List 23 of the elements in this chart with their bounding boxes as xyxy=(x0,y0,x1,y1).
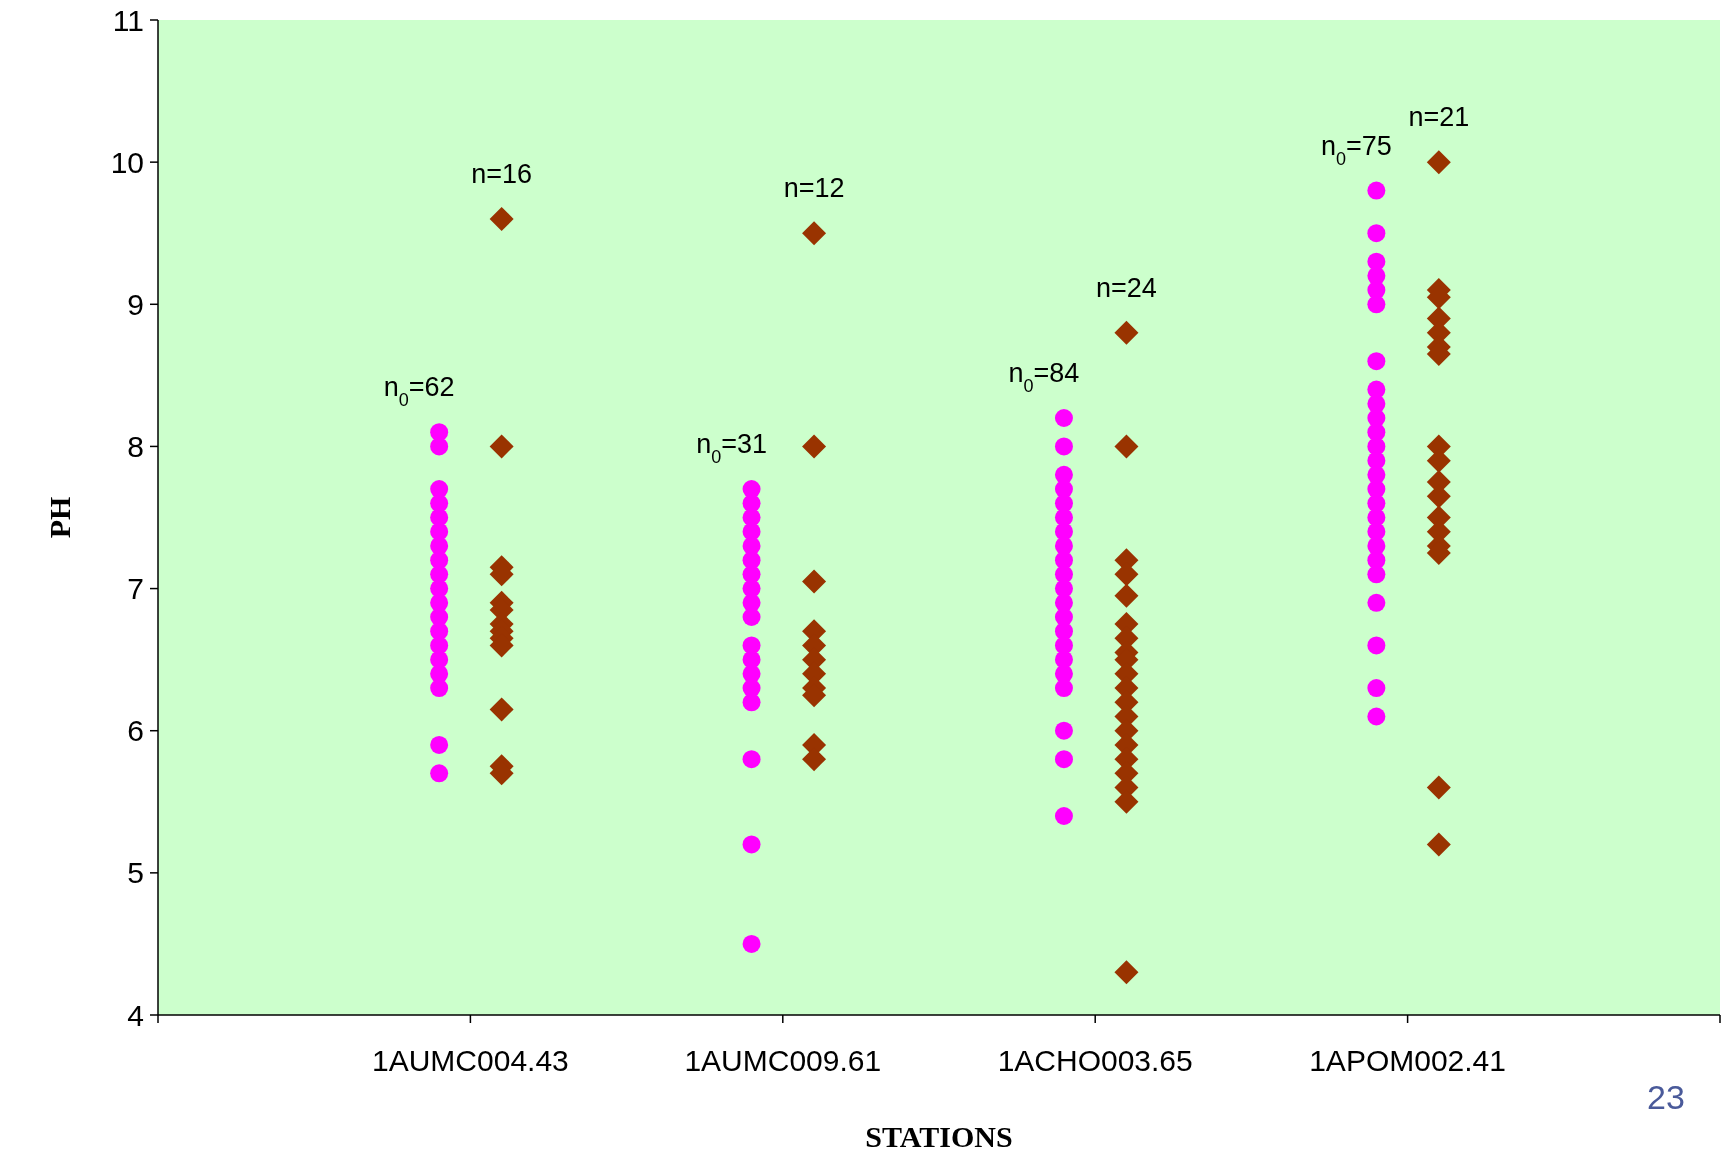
annotation: n$_{0}$=31 xyxy=(696,429,767,468)
y-tick-label: 5 xyxy=(127,856,144,890)
annotation: n$_{0}$=62 xyxy=(383,372,455,411)
y-tick-label: 9 xyxy=(127,287,144,321)
y-tick-label: 6 xyxy=(127,714,144,748)
y-tick-label: 8 xyxy=(127,429,144,463)
annotation: n=16 xyxy=(471,159,533,189)
annotation: n=12 xyxy=(783,173,845,204)
y-tick-label: 10 xyxy=(110,145,144,179)
y-tick-label: 7 xyxy=(127,572,144,606)
y-tick-label: 11 xyxy=(112,3,144,37)
x-tick-label: 1AUMC009.61 xyxy=(684,1044,882,1077)
text: 23 xyxy=(1647,1078,1685,1116)
annotation: n$_{0}$=75 xyxy=(1320,130,1392,169)
x-tick-label: 1AUMC004.43 xyxy=(372,1044,569,1077)
annotation: n$_{0}$=84 xyxy=(1008,358,1080,396)
x-tick-label: 1ACHO003.65 xyxy=(997,1044,1193,1077)
y-axis-title: PH xyxy=(43,496,76,539)
annotation: n=21 xyxy=(1408,102,1470,133)
x-axis-title: STATIONS xyxy=(865,1120,1013,1153)
y-tick-label: 4 xyxy=(127,998,144,1032)
x-tick-label: 1APOM002.41 xyxy=(1309,1044,1506,1077)
annotation: n=24 xyxy=(1096,272,1157,303)
